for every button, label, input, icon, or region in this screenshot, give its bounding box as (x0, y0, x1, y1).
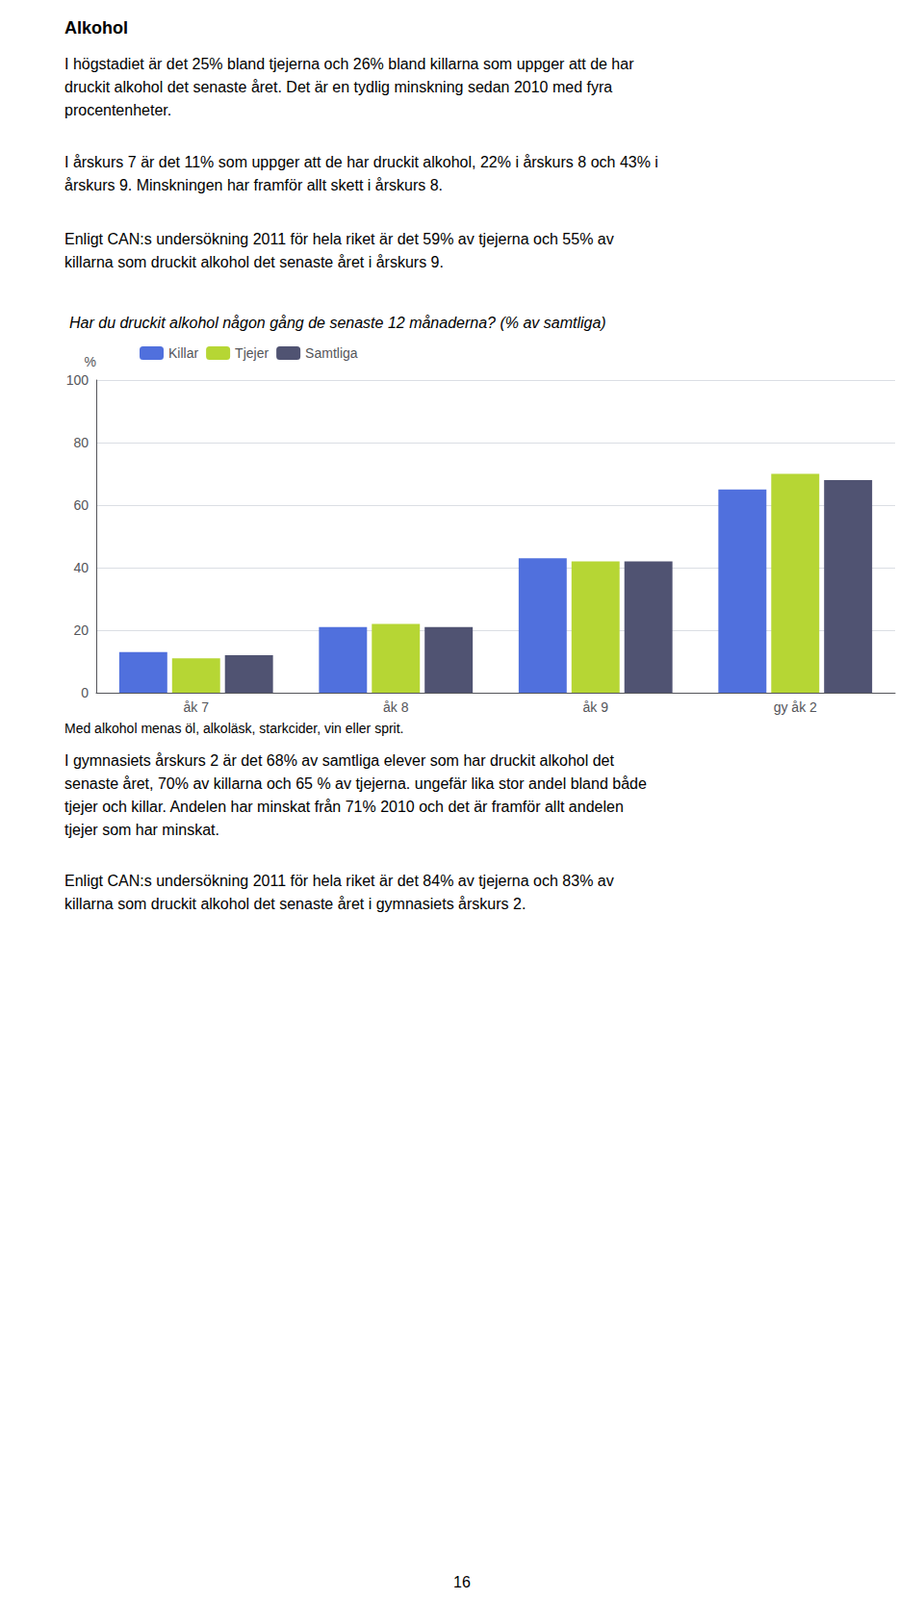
svg-text:Tjejer: Tjejer (234, 345, 269, 361)
svg-text:druckit alkohol det senaste år: druckit alkohol det senaste året. Det är… (64, 78, 613, 96)
svg-text:årskurs 9. Minskningen har fra: årskurs 9. Minskningen har framför allt … (64, 177, 443, 194)
svg-text:Enligt CAN:s undersökning 2011: Enligt CAN:s undersökning 2011 för hela … (64, 872, 615, 890)
svg-text:killarna som druckit alkohol d: killarna som druckit alkohol det senaste… (64, 254, 444, 271)
svg-text:60: 60 (73, 497, 89, 514)
svg-text:I högstadiet är det 25% bland: I högstadiet är det 25% bland tjejerna o… (64, 55, 635, 73)
svg-text:100: 100 (66, 372, 90, 388)
svg-text:I årskurs 7 är det 11% som upp: I årskurs 7 är det 11% som uppger att de… (64, 154, 659, 171)
svg-text:Samtliga: Samtliga (305, 345, 359, 361)
svg-text:killarna som druckit alkohol d: killarna som druckit alkohol det senaste… (64, 896, 526, 913)
svg-text:%: % (84, 354, 97, 370)
svg-text:Alkohol: Alkohol (64, 18, 129, 38)
svg-text:Killar: Killar (168, 345, 199, 361)
svg-text:Enligt CAN:s undersökning 2011: Enligt CAN:s undersökning 2011 för hela … (64, 231, 615, 248)
svg-text:åk 7: åk 7 (183, 699, 210, 716)
svg-text:åk 9: åk 9 (583, 699, 610, 716)
svg-text:åk 8: åk 8 (383, 699, 410, 716)
svg-text:80: 80 (73, 435, 89, 451)
svg-text:16: 16 (453, 1574, 471, 1592)
svg-text:I gymnasiets årskurs 2 är det: I gymnasiets årskurs 2 är det 68% av sam… (64, 752, 615, 770)
svg-text:20: 20 (73, 622, 89, 639)
svg-text:tjejer som har minskat.: tjejer som har minskat. (64, 821, 220, 839)
svg-text:gy åk 2: gy åk 2 (773, 699, 818, 716)
svg-text:senaste året, 70% av killarna: senaste året, 70% av killarna och 65 % a… (64, 775, 647, 793)
svg-text:Har du druckit alkohol någon g: Har du druckit alkohol någon gång de sen… (69, 314, 607, 332)
svg-text:procentenheter.: procentenheter. (64, 102, 172, 119)
svg-text:0: 0 (80, 685, 89, 701)
svg-text:tjejer och killar. Andelen har: tjejer och killar. Andelen har minskat f… (64, 798, 624, 816)
svg-text:40: 40 (73, 560, 89, 576)
svg-text:Med alkohol menas öl, alkoläsk: Med alkohol menas öl, alkoläsk, starkcid… (64, 720, 404, 737)
